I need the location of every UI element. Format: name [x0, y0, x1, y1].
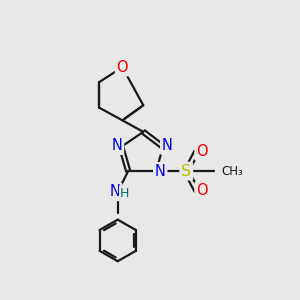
Text: O: O [116, 60, 128, 75]
Text: N: N [110, 184, 121, 200]
Text: S: S [181, 164, 191, 178]
Text: O: O [196, 183, 208, 198]
Text: CH₃: CH₃ [221, 165, 243, 178]
Text: N: N [112, 138, 122, 153]
Text: N: N [155, 164, 166, 178]
Text: O: O [196, 144, 208, 159]
Text: H: H [119, 187, 129, 200]
Text: N: N [162, 138, 173, 153]
